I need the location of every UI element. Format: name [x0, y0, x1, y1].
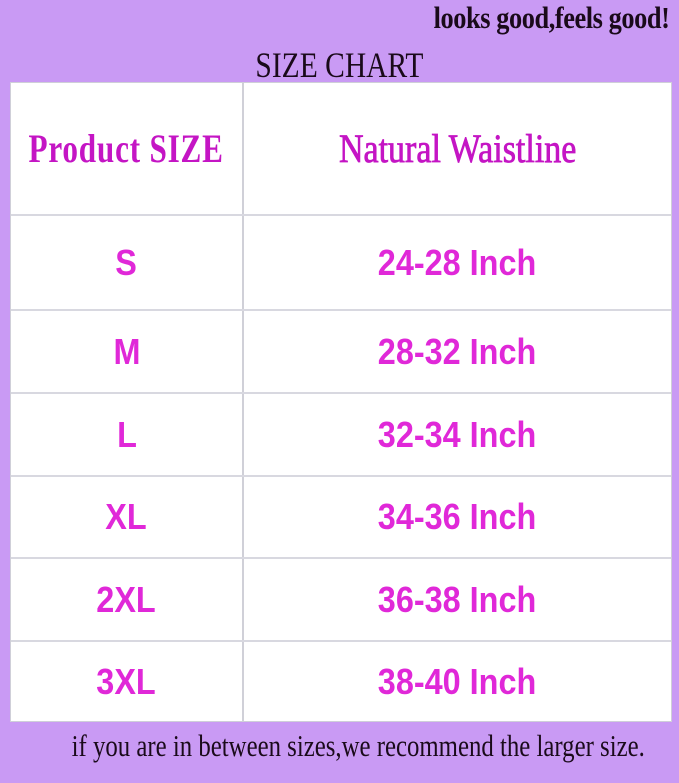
size-value: 3XL [96, 660, 157, 702]
size-value: 2XL [96, 578, 157, 620]
header-natural-waistline: Natural Waistline [338, 126, 577, 172]
waist-cell: 32-34 Inch [244, 394, 671, 475]
waist-value: 24-28 Inch [378, 241, 537, 283]
table-row: L 32-34 Inch [11, 394, 671, 477]
header-product-size: Product SIZE [28, 126, 225, 171]
waist-value: 28-32 Inch [378, 330, 537, 372]
size-cell: S [11, 216, 244, 309]
header-cell-size: Product SIZE [11, 83, 244, 214]
size-value: XL [105, 496, 148, 537]
size-value: M [113, 330, 140, 372]
waist-cell: 36-38 Inch [244, 559, 671, 640]
footer-text: if you are in between sizes,we recommend… [71, 728, 645, 763]
page-title: SIZE CHART [0, 44, 679, 86]
waist-cell: 34-36 Inch [244, 477, 671, 557]
waist-value: 36-38 Inch [378, 578, 537, 620]
table-header-row: Product SIZE Natural Waistline [11, 83, 671, 216]
header-cell-waist: Natural Waistline [244, 83, 671, 214]
size-value: L [116, 413, 137, 455]
size-cell: 3XL [11, 642, 244, 721]
table-row: 2XL 36-38 Inch [11, 559, 671, 642]
waist-cell: 24-28 Inch [244, 216, 671, 309]
waist-cell: 28-32 Inch [244, 311, 671, 392]
size-cell: XL [11, 477, 244, 557]
size-cell: L [11, 394, 244, 475]
waist-value: 38-40 Inch [378, 660, 537, 702]
table-row: S 24-28 Inch [11, 216, 671, 311]
footer-note: if you are in between sizes,we recommend… [0, 728, 679, 764]
size-cell: M [11, 311, 244, 392]
size-cell: 2XL [11, 559, 244, 640]
tagline: looks good,feels good! [433, 0, 669, 35]
table-row: 3XL 38-40 Inch [11, 642, 671, 721]
table-row: XL 34-36 Inch [11, 477, 671, 559]
size-value: S [115, 241, 138, 283]
waist-value: 32-34 Inch [378, 413, 537, 455]
title-text: SIZE CHART [255, 45, 424, 85]
table-row: M 28-32 Inch [11, 311, 671, 394]
waist-cell: 38-40 Inch [244, 642, 671, 721]
waist-value: 34-36 Inch [378, 496, 537, 537]
size-table: Product SIZE Natural Waistline S 24-28 I… [10, 82, 672, 722]
